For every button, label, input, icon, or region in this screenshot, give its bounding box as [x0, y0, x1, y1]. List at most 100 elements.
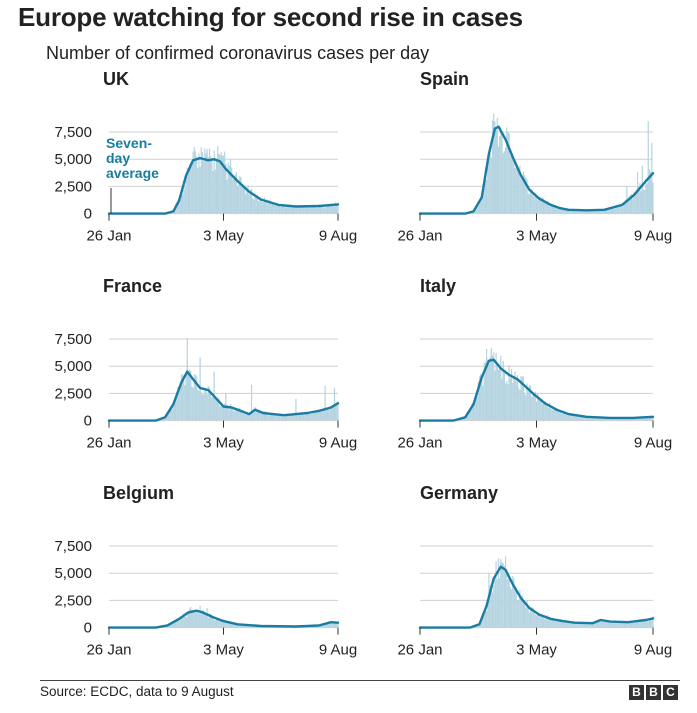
daily-cases-bar — [206, 149, 208, 214]
daily-cases-bar — [215, 617, 218, 628]
daily-cases-bar — [277, 413, 280, 421]
daily-cases-bar — [529, 189, 532, 214]
daily-cases-bar — [559, 618, 561, 628]
daily-cases-bar — [565, 208, 567, 214]
daily-cases-bar — [597, 619, 599, 628]
daily-cases-bar — [243, 414, 246, 421]
daily-cases-bar — [485, 179, 488, 214]
daily-cases-bar — [326, 622, 329, 628]
daily-cases-bar — [534, 614, 536, 628]
daily-cases-bar — [180, 616, 183, 628]
daily-cases-bar — [557, 206, 559, 214]
daily-cases-bar — [166, 414, 169, 421]
daily-cases-bar — [629, 195, 632, 214]
daily-cases-bar — [587, 210, 589, 214]
daily-cases-bar — [610, 620, 612, 628]
daily-cases-bar — [623, 202, 626, 214]
daily-cases-bar — [198, 153, 200, 214]
daily-cases-bar — [201, 394, 204, 421]
daily-cases-bar — [528, 194, 530, 214]
daily-cases-bar — [584, 416, 586, 421]
daily-cases-bar — [571, 413, 573, 421]
daily-cases-bar — [192, 611, 194, 628]
daily-cases-bar — [604, 622, 607, 628]
daily-cases-bar — [538, 198, 540, 214]
daily-cases-bar — [577, 622, 579, 628]
daily-cases-bar — [620, 204, 622, 214]
daily-cases-bar — [634, 620, 636, 628]
daily-cases-bar — [218, 153, 220, 214]
daily-cases-bar — [632, 418, 634, 421]
daily-cases-bar — [547, 201, 549, 214]
daily-cases-bar — [648, 619, 651, 628]
daily-cases-bar — [236, 185, 239, 214]
daily-cases-bar — [182, 373, 184, 421]
daily-cases-bar — [308, 207, 310, 214]
daily-cases-bar — [329, 621, 331, 628]
daily-cases-bar — [575, 413, 577, 421]
daily-cases-bar — [197, 611, 199, 628]
daily-cases-bar — [481, 193, 483, 214]
daily-cases-bar — [260, 411, 262, 421]
daily-cases-bar — [332, 621, 334, 628]
daily-cases-bar — [518, 599, 520, 628]
daily-cases-bar — [650, 171, 652, 214]
daily-cases-bar — [465, 415, 467, 421]
daily-cases-bar — [321, 204, 323, 214]
daily-cases-bar — [487, 359, 489, 421]
daily-cases-bar — [215, 400, 218, 421]
daily-cases-bar — [218, 619, 220, 628]
daily-cases-bar — [568, 415, 570, 421]
daily-cases-bar — [311, 413, 313, 421]
daily-cases-bar — [185, 617, 187, 628]
seven-day-average-annotation: Seven- — [106, 135, 152, 151]
daily-cases-bar — [177, 386, 179, 421]
daily-cases-bar — [475, 208, 477, 214]
daily-cases-bar — [562, 413, 564, 421]
daily-cases-bar — [569, 622, 571, 628]
daily-cases-bar — [225, 621, 227, 628]
daily-cases-bar — [317, 410, 319, 421]
daily-cases-bar — [589, 416, 591, 421]
daily-cases-bar — [218, 398, 220, 421]
daily-cases-bar — [289, 204, 291, 214]
seven-day-average-line — [418, 358, 655, 422]
daily-cases-bar — [516, 600, 519, 628]
daily-cases-bar — [193, 612, 195, 628]
daily-cases-bar — [616, 206, 618, 214]
daily-cases-bar — [545, 617, 547, 628]
daily-cases-bar — [233, 176, 235, 214]
daily-cases-bar — [222, 407, 225, 421]
x-tick-label: 9 Aug — [319, 435, 357, 452]
daily-cases-bar — [478, 201, 481, 214]
daily-cases-bar — [537, 615, 539, 628]
daily-cases-bar — [541, 615, 544, 628]
daily-cases-bar — [184, 613, 186, 628]
daily-cases-bar — [587, 417, 589, 421]
daily-cases-bar — [525, 395, 527, 421]
daily-cases-bar — [582, 415, 584, 421]
daily-cases-bar — [571, 621, 573, 628]
daily-cases-bar — [179, 387, 181, 421]
daily-cases-spike — [199, 605, 201, 628]
daily-cases-bar — [262, 412, 264, 421]
daily-cases-bar — [541, 403, 544, 421]
daily-cases-bar — [314, 411, 316, 421]
daily-cases-bar — [651, 620, 653, 628]
daily-cases-bar — [641, 618, 643, 628]
daily-cases-bar — [194, 612, 197, 628]
daily-cases-bar — [563, 410, 565, 421]
daily-cases-bar — [598, 621, 601, 628]
daily-cases-bar — [179, 618, 181, 628]
daily-cases-bar — [632, 198, 634, 214]
daily-cases-bar — [564, 209, 566, 214]
daily-cases-bar — [566, 621, 569, 628]
panel-title: UK — [103, 69, 129, 89]
daily-cases-bar — [211, 397, 213, 421]
daily-cases-spike — [496, 117, 498, 214]
daily-cases-bar — [207, 156, 209, 214]
daily-cases-bar — [207, 617, 209, 628]
daily-cases-bar — [233, 623, 235, 628]
daily-cases-bar — [196, 376, 198, 421]
daily-cases-bar — [543, 401, 545, 421]
